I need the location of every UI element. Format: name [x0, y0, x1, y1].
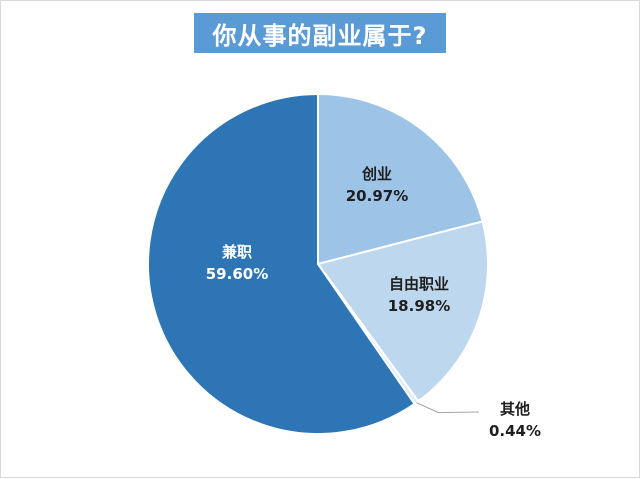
slice-label: 兼职 — [222, 243, 252, 261]
leader-line — [416, 402, 480, 414]
slice-percent-label: 18.98% — [388, 297, 450, 315]
slice-label: 自由职业 — [389, 275, 449, 293]
chart-title: 你从事的副业属于? — [194, 13, 446, 53]
pie-slice-3 — [147, 92, 416, 435]
slice-label: 其他 — [500, 400, 530, 418]
slice-percent-label: 0.44% — [489, 422, 541, 440]
slice-percent-label: 20.97% — [346, 187, 408, 205]
pie-slice-1 — [316, 220, 489, 403]
pie-slice-0 — [317, 92, 484, 266]
slice-percent-label: 59.60% — [206, 265, 268, 283]
slice-label: 创业 — [361, 165, 392, 183]
